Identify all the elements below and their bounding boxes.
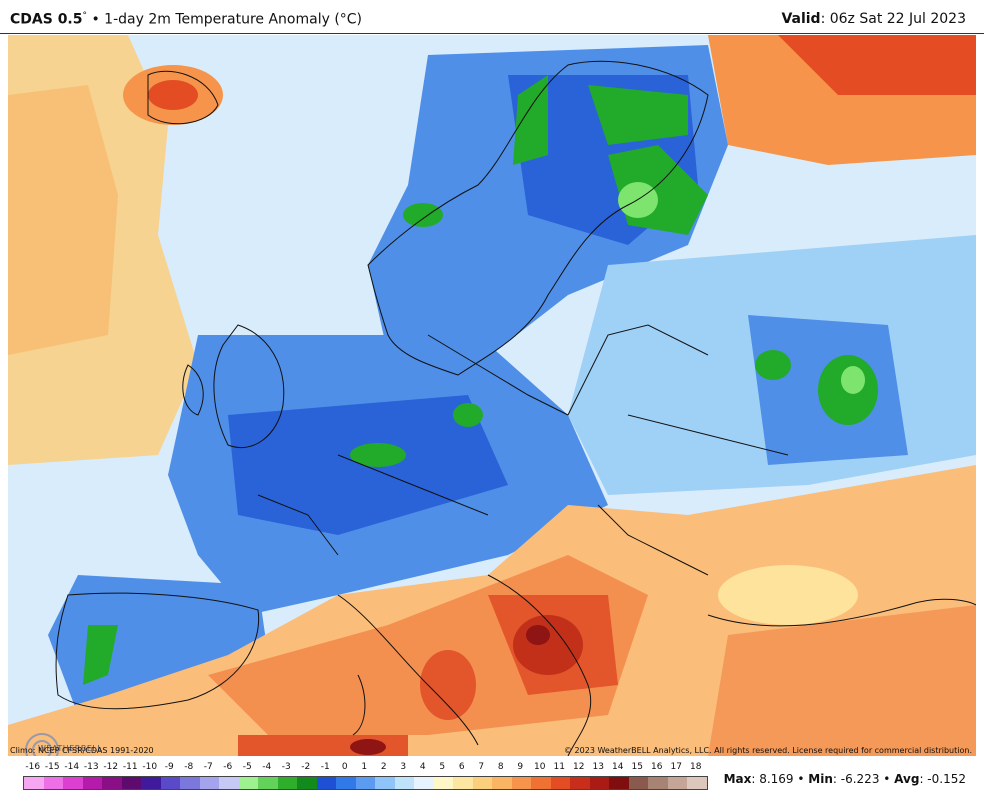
legend-label: -8	[184, 762, 194, 772]
legend-label: 10	[534, 762, 546, 772]
legend-label: -9	[164, 762, 174, 772]
legend-swatch	[199, 777, 219, 789]
stats-sep-2: •	[879, 772, 895, 786]
degree-mark: °	[82, 11, 88, 21]
title-bullet: •	[91, 11, 100, 28]
legend-swatch	[219, 777, 239, 789]
legend-label: -11	[122, 762, 138, 772]
legend-label: 3	[400, 762, 407, 772]
legend-swatch	[121, 777, 141, 789]
max-label: Max	[723, 772, 752, 786]
legend-swatch	[355, 777, 375, 789]
valid-time: Valid: 06z Sat 22 Jul 2023	[781, 11, 966, 27]
legend-swatch	[687, 777, 707, 789]
legend-swatch	[24, 777, 44, 789]
temperature-anomaly-map: WEATHERBELL	[8, 35, 976, 756]
map-title: CDAS 0.5° • 1-day 2m Temperature Anomaly…	[10, 11, 362, 28]
legend-label: -1	[320, 762, 330, 772]
legend-swatch	[63, 777, 83, 789]
legend-swatch	[531, 777, 551, 789]
legend-label: -15	[44, 762, 60, 772]
legend-label: 17	[670, 762, 682, 772]
stats-sep-1: •	[793, 772, 809, 786]
stats-summary: Max: 8.169 • Min: -6.223 • Avg: -0.152	[724, 772, 966, 786]
country-borders	[55, 60, 976, 756]
legend-swatches	[23, 776, 708, 790]
copyright-note: © 2023 WeatherBELL Analytics, LLC. All r…	[564, 746, 972, 755]
logo-swirl	[25, 733, 59, 756]
legend-swatch	[297, 777, 317, 789]
legend-label: 0	[341, 762, 348, 772]
legend-label: 9	[517, 762, 524, 772]
legend-label: -5	[242, 762, 252, 772]
legend-swatch	[628, 777, 648, 789]
legend-swatch	[238, 777, 258, 789]
legend-label: -7	[203, 762, 213, 772]
legend-label: 7	[478, 762, 485, 772]
legend-label: 2	[380, 762, 387, 772]
legend-label: 18	[690, 762, 702, 772]
legend-swatch	[43, 777, 63, 789]
legend-swatch	[570, 777, 590, 789]
legend-label: 16	[651, 762, 663, 772]
legend-label: -2	[301, 762, 311, 772]
legend-swatch	[160, 777, 180, 789]
legend-swatch	[453, 777, 473, 789]
legend-label: 12	[573, 762, 585, 772]
legend-swatch	[102, 777, 122, 789]
legend-label: 13	[592, 762, 604, 772]
legend-swatch	[180, 777, 200, 789]
legend-label: 4	[419, 762, 426, 772]
legend-label: -16	[25, 762, 41, 772]
legend-labels: -16 -15 -14 -13 -12 -11 -10 -9 -8 -7 -6 -5 -4 -3 -2 -1 0…	[23, 762, 708, 776]
weatherbell-logo: WEATHERBELL	[22, 730, 112, 756]
legend-swatch	[589, 777, 609, 789]
legend-swatch	[648, 777, 668, 789]
logo-text: WEATHERBELL	[38, 744, 103, 753]
legend-swatch	[472, 777, 492, 789]
legend-swatch	[277, 777, 297, 789]
legend-swatch	[511, 777, 531, 789]
color-legend: -16 -15 -14 -13 -12 -11 -10 -9 -8 -7 -6 -5 -4 -3 -2 -1 0…	[23, 762, 708, 792]
legend-label: -13	[83, 762, 99, 772]
legend-swatch	[433, 777, 453, 789]
map-canvas	[8, 35, 976, 756]
legend-label: -12	[103, 762, 119, 772]
legend-swatch	[394, 777, 414, 789]
min-label: Min	[808, 772, 833, 786]
legend-label: 6	[458, 762, 465, 772]
map-header: CDAS 0.5° • 1-day 2m Temperature Anomaly…	[0, 0, 984, 34]
legend-swatch	[492, 777, 512, 789]
legend-label: -10	[142, 762, 158, 772]
legend-label: 15	[631, 762, 643, 772]
legend-swatch	[550, 777, 570, 789]
product-name: 1-day 2m Temperature Anomaly (°C)	[104, 11, 363, 28]
legend-label: 1	[361, 762, 368, 772]
legend-label: 8	[497, 762, 504, 772]
min-value: : -6.223	[832, 772, 880, 786]
legend-label: -6	[223, 762, 233, 772]
climo-note: Climo: NCEP CFSR/CDAS 1991-2020	[10, 746, 154, 755]
valid-label: Valid	[781, 11, 821, 27]
legend-label: -14	[64, 762, 80, 772]
legend-label: 5	[439, 762, 446, 772]
avg-value: : -0.152	[919, 772, 966, 786]
legend-swatch	[141, 777, 161, 789]
legend-label: -4	[262, 762, 272, 772]
legend-swatch	[336, 777, 356, 789]
legend-swatch	[82, 777, 102, 789]
legend-swatch	[667, 777, 687, 789]
legend-swatch	[258, 777, 278, 789]
legend-swatch	[316, 777, 336, 789]
legend-swatch	[414, 777, 434, 789]
legend-swatch	[375, 777, 395, 789]
legend-label: 14	[612, 762, 624, 772]
legend-swatch	[609, 777, 629, 789]
avg-label: Avg	[894, 772, 920, 786]
valid-time-value: : 06z Sat 22 Jul 2023	[820, 11, 966, 27]
max-value: : 8.169	[751, 772, 794, 786]
legend-label: -3	[281, 762, 291, 772]
legend-label: 11	[553, 762, 565, 772]
model-name: CDAS 0.5	[10, 11, 83, 28]
